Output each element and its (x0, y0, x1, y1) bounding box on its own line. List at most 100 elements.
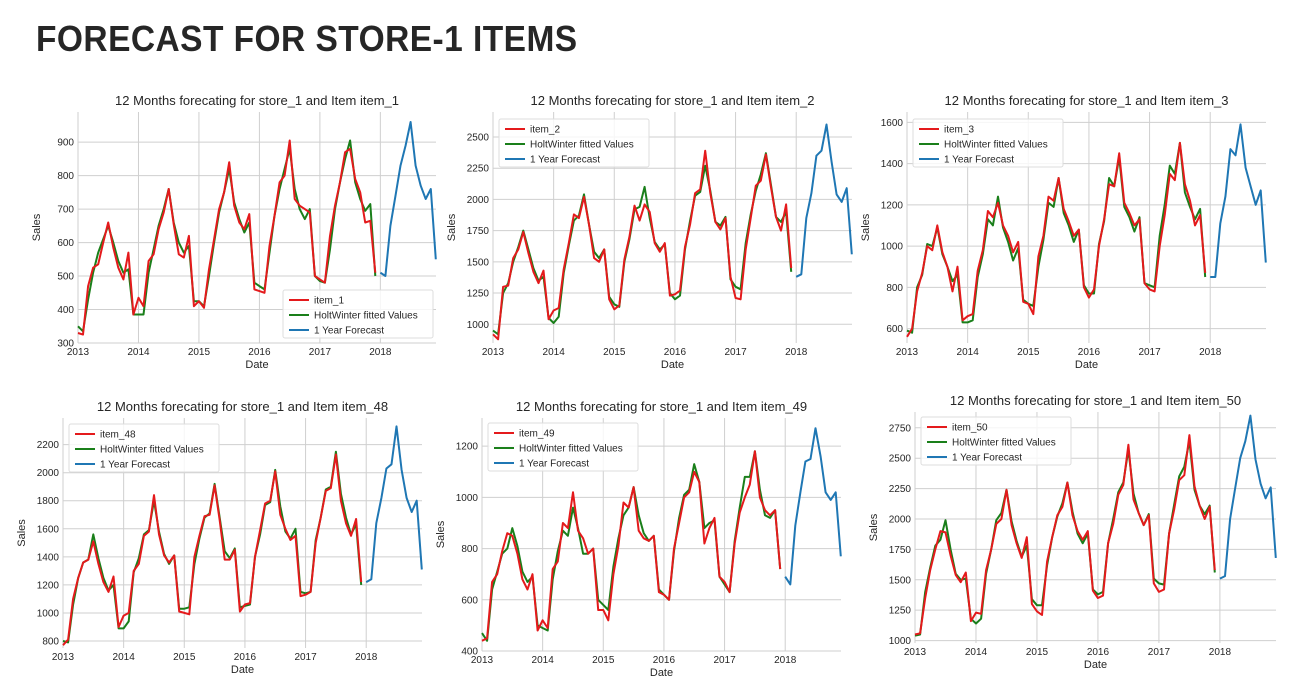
x-tick-label: 2015 (603, 347, 626, 358)
legend-box (920, 416, 1072, 466)
chart-panel: 12 Months forecating for store_1 and Ite… (860, 93, 1267, 371)
y-tick-label: 1000 (456, 493, 479, 504)
y-tick-label: 1600 (37, 524, 60, 535)
chart-title: 12 Months forecating for store_1 and Ite… (516, 399, 807, 414)
legend-label: 1 Year Forecast (100, 460, 170, 471)
legend-label: HoltWinter fitted Values (314, 311, 418, 322)
series-line (77, 139, 377, 336)
x-tick-label: 2016 (1087, 647, 1110, 658)
legend-label: 1 Year Forecast (530, 155, 600, 166)
chart-panel: 12 Months forecating for store_1 and Ite… (16, 399, 423, 676)
y-tick-label: 400 (57, 305, 74, 316)
x-tick-label: 2015 (1017, 347, 1040, 358)
x-tick-label: 2018 (1209, 647, 1232, 658)
y-axis-label: Sales (16, 519, 28, 547)
y-tick-label: 2500 (467, 132, 490, 143)
x-tick-label: 2018 (369, 347, 392, 358)
x-axis-label: Date (1084, 659, 1107, 671)
x-tick-label: 2016 (664, 347, 687, 358)
chart-legend: item_1 HoltWinter fitted Values 1 Year For… (282, 289, 434, 339)
y-tick-label: 2000 (889, 514, 912, 525)
y-tick-label: 1250 (889, 606, 912, 617)
x-tick-label: 2017 (309, 347, 332, 358)
y-tick-label: 600 (461, 595, 478, 606)
y-tick-label: 1000 (889, 636, 912, 647)
chart-title: 12 Months forecating for store_1 and Ite… (97, 399, 388, 414)
legend-label: item_1 (314, 296, 344, 307)
x-tick-label: 2013 (67, 347, 90, 358)
y-tick-label: 1200 (456, 442, 479, 453)
series-line (481, 450, 782, 642)
legend-label: item_48 (100, 430, 136, 441)
y-axis-label: Sales (446, 213, 458, 241)
y-tick-label: 2750 (889, 423, 912, 434)
y-tick-label: 1500 (889, 575, 912, 586)
x-axis-label: Date (1075, 359, 1098, 371)
y-axis-label: Sales (31, 213, 43, 241)
series-line (1219, 414, 1277, 580)
series-line (784, 427, 842, 586)
x-tick-label: 2014 (965, 647, 988, 658)
y-tick-label: 2000 (467, 195, 490, 206)
y-tick-label: 2000 (37, 468, 60, 479)
legend-box (498, 118, 650, 168)
x-tick-label: 2014 (113, 652, 136, 663)
legend-label: 1 Year Forecast (944, 155, 1014, 166)
x-tick-label: 2013 (896, 347, 919, 358)
chart-legend: item_48 HoltWinter fitted Values 1 Year Fo… (68, 423, 220, 473)
series-line (914, 440, 1216, 637)
chart-panel: 12 Months forecating for store_1 and Ite… (31, 93, 437, 371)
y-tick-label: 2200 (37, 440, 60, 451)
x-tick-label: 2016 (653, 655, 676, 666)
x-tick-label: 2018 (355, 652, 378, 663)
y-axis-label: Sales (435, 520, 447, 548)
legend-label: 1 Year Forecast (314, 326, 384, 337)
chart-title: 12 Months forecating for store_1 and Ite… (115, 93, 399, 108)
legend-label: 1 Year Forecast (952, 453, 1022, 464)
legend-label: HoltWinter fitted Values (944, 140, 1048, 151)
x-tick-label: 2014 (532, 655, 555, 666)
y-tick-label: 1200 (881, 200, 904, 211)
x-tick-label: 2014 (543, 347, 566, 358)
x-tick-label: 2016 (248, 347, 271, 358)
y-tick-label: 600 (886, 324, 903, 335)
x-tick-label: 2018 (785, 347, 808, 358)
chart-panel: 12 Months forecating for store_1 and Ite… (446, 93, 853, 371)
legend-label: item_3 (944, 125, 974, 136)
series-line (914, 434, 1216, 636)
y-tick-label: 800 (57, 171, 74, 182)
series-line (62, 450, 363, 644)
x-tick-label: 2017 (713, 655, 736, 666)
y-tick-label: 1800 (37, 496, 60, 507)
legend-label: HoltWinter fitted Values (530, 140, 634, 151)
y-tick-label: 1750 (467, 226, 490, 237)
y-tick-label: 2250 (889, 484, 912, 495)
y-tick-label: 500 (57, 272, 74, 283)
legend-box (68, 423, 220, 473)
x-axis-label: Date (650, 667, 673, 679)
legend-label: HoltWinter fitted Values (952, 438, 1056, 449)
legend-box (487, 422, 639, 472)
x-tick-label: 2015 (592, 655, 615, 666)
chart-panel: 12 Months forecating for store_1 and Ite… (435, 399, 842, 679)
legend-label: item_2 (530, 125, 560, 136)
x-tick-label: 2018 (1199, 347, 1222, 358)
legend-label: HoltWinter fitted Values (100, 445, 204, 456)
x-tick-label: 2013 (471, 655, 494, 666)
y-axis-label: Sales (860, 213, 872, 241)
x-tick-label: 2017 (294, 652, 317, 663)
legend-label: 1 Year Forecast (519, 459, 589, 470)
y-tick-label: 1000 (37, 608, 60, 619)
page-title: FORECAST FOR STORE-1 ITEMS (36, 18, 578, 59)
y-tick-label: 800 (42, 636, 59, 647)
x-tick-label: 2013 (482, 347, 505, 358)
x-axis-label: Date (245, 359, 268, 371)
legend-box (282, 289, 434, 339)
y-tick-label: 1400 (37, 552, 60, 563)
series-line (795, 123, 853, 278)
x-tick-label: 2015 (173, 652, 196, 663)
x-tick-label: 2017 (1148, 647, 1171, 658)
x-tick-label: 2018 (774, 655, 797, 666)
y-tick-label: 1500 (467, 257, 490, 268)
